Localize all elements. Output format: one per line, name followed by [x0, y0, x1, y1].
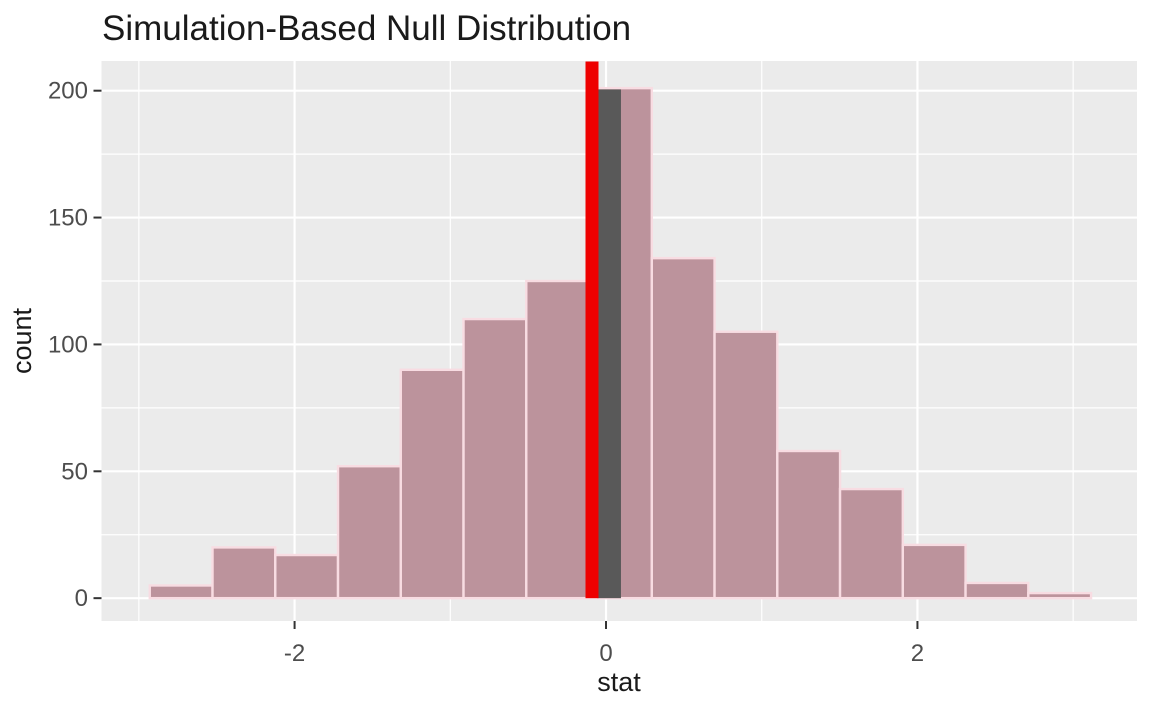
y-tick-label: 200	[48, 78, 88, 105]
histogram-bar	[274, 553, 340, 600]
observed-stat-line	[585, 61, 599, 599]
y-axis-label: count	[7, 307, 37, 374]
histogram-bar	[964, 581, 1030, 600]
histogram-bar	[901, 543, 967, 600]
histogram-bar	[462, 317, 528, 600]
y-tick-label: 150	[48, 205, 88, 232]
chart-title: Simulation-Based Null Distribution	[102, 9, 631, 48]
histogram-bar	[776, 449, 842, 600]
histogram-bar	[838, 487, 905, 600]
plot-render-root: -2 0 2 0 50 100 150 200	[48, 61, 1137, 667]
histogram-bar	[525, 279, 591, 600]
x-tick-label: 0	[599, 640, 612, 667]
histogram-bar	[1027, 591, 1093, 600]
histogram-bar	[148, 584, 214, 600]
y-tick-label: 100	[48, 331, 88, 358]
histogram-bar	[713, 330, 779, 600]
y-tick-label: 0	[75, 585, 88, 612]
histogram-bar	[211, 546, 277, 600]
histogram-bar	[650, 256, 716, 600]
y-tick-label: 50	[61, 458, 88, 485]
histogram-bar	[336, 465, 402, 600]
histogram-bar	[399, 368, 465, 600]
x-tick-label: -2	[284, 640, 305, 667]
x-axis-label: stat	[597, 667, 641, 697]
null-marker-bar	[597, 89, 621, 599]
x-tick-label: 2	[911, 640, 924, 667]
